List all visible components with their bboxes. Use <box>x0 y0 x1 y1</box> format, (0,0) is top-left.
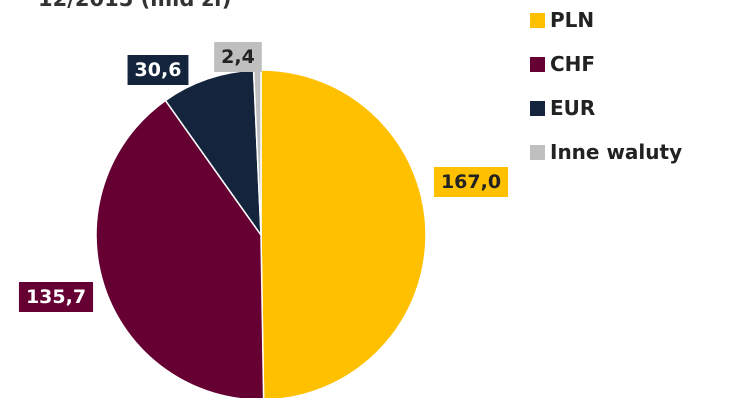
data-label-other: 2,4 <box>214 42 262 72</box>
legend-item-other: Inne waluty <box>530 138 682 166</box>
data-label-box-eur <box>127 55 189 85</box>
data-label-box-pln <box>433 167 509 197</box>
legend-swatch-other <box>530 144 545 160</box>
data-label-text-other: 2,4 <box>221 46 255 68</box>
legend-item-chf: CHF <box>530 50 682 78</box>
chart-title: 12/2015 (mld zł) <box>38 0 231 11</box>
legend-item-eur: EUR <box>530 94 682 122</box>
pie-slice-chf <box>95 99 265 398</box>
data-label-box-other <box>214 42 262 72</box>
legend-swatch-pln <box>530 12 545 28</box>
data-label-box-chf <box>18 282 94 312</box>
data-label-pln: 167,0 <box>433 167 509 197</box>
data-label-text-pln: 167,0 <box>441 171 501 193</box>
legend-swatch-chf <box>530 56 545 72</box>
legend-item-pln: PLN <box>530 6 682 34</box>
data-label-text-eur: 30,6 <box>135 59 182 81</box>
legend-label-other: Inne waluty <box>550 140 683 164</box>
chart-legend: PLN CHF EUR Inne waluty <box>530 6 682 182</box>
legend-label-chf: CHF <box>550 52 596 76</box>
legend-label-pln: PLN <box>550 8 595 32</box>
data-label-eur: 30,6 <box>127 55 189 85</box>
data-label-text-chf: 135,7 <box>26 286 86 308</box>
data-label-chf: 135,7 <box>18 282 94 312</box>
legend-label-eur: EUR <box>550 96 596 120</box>
pie-slice-pln <box>260 69 427 398</box>
legend-swatch-eur <box>530 100 545 116</box>
